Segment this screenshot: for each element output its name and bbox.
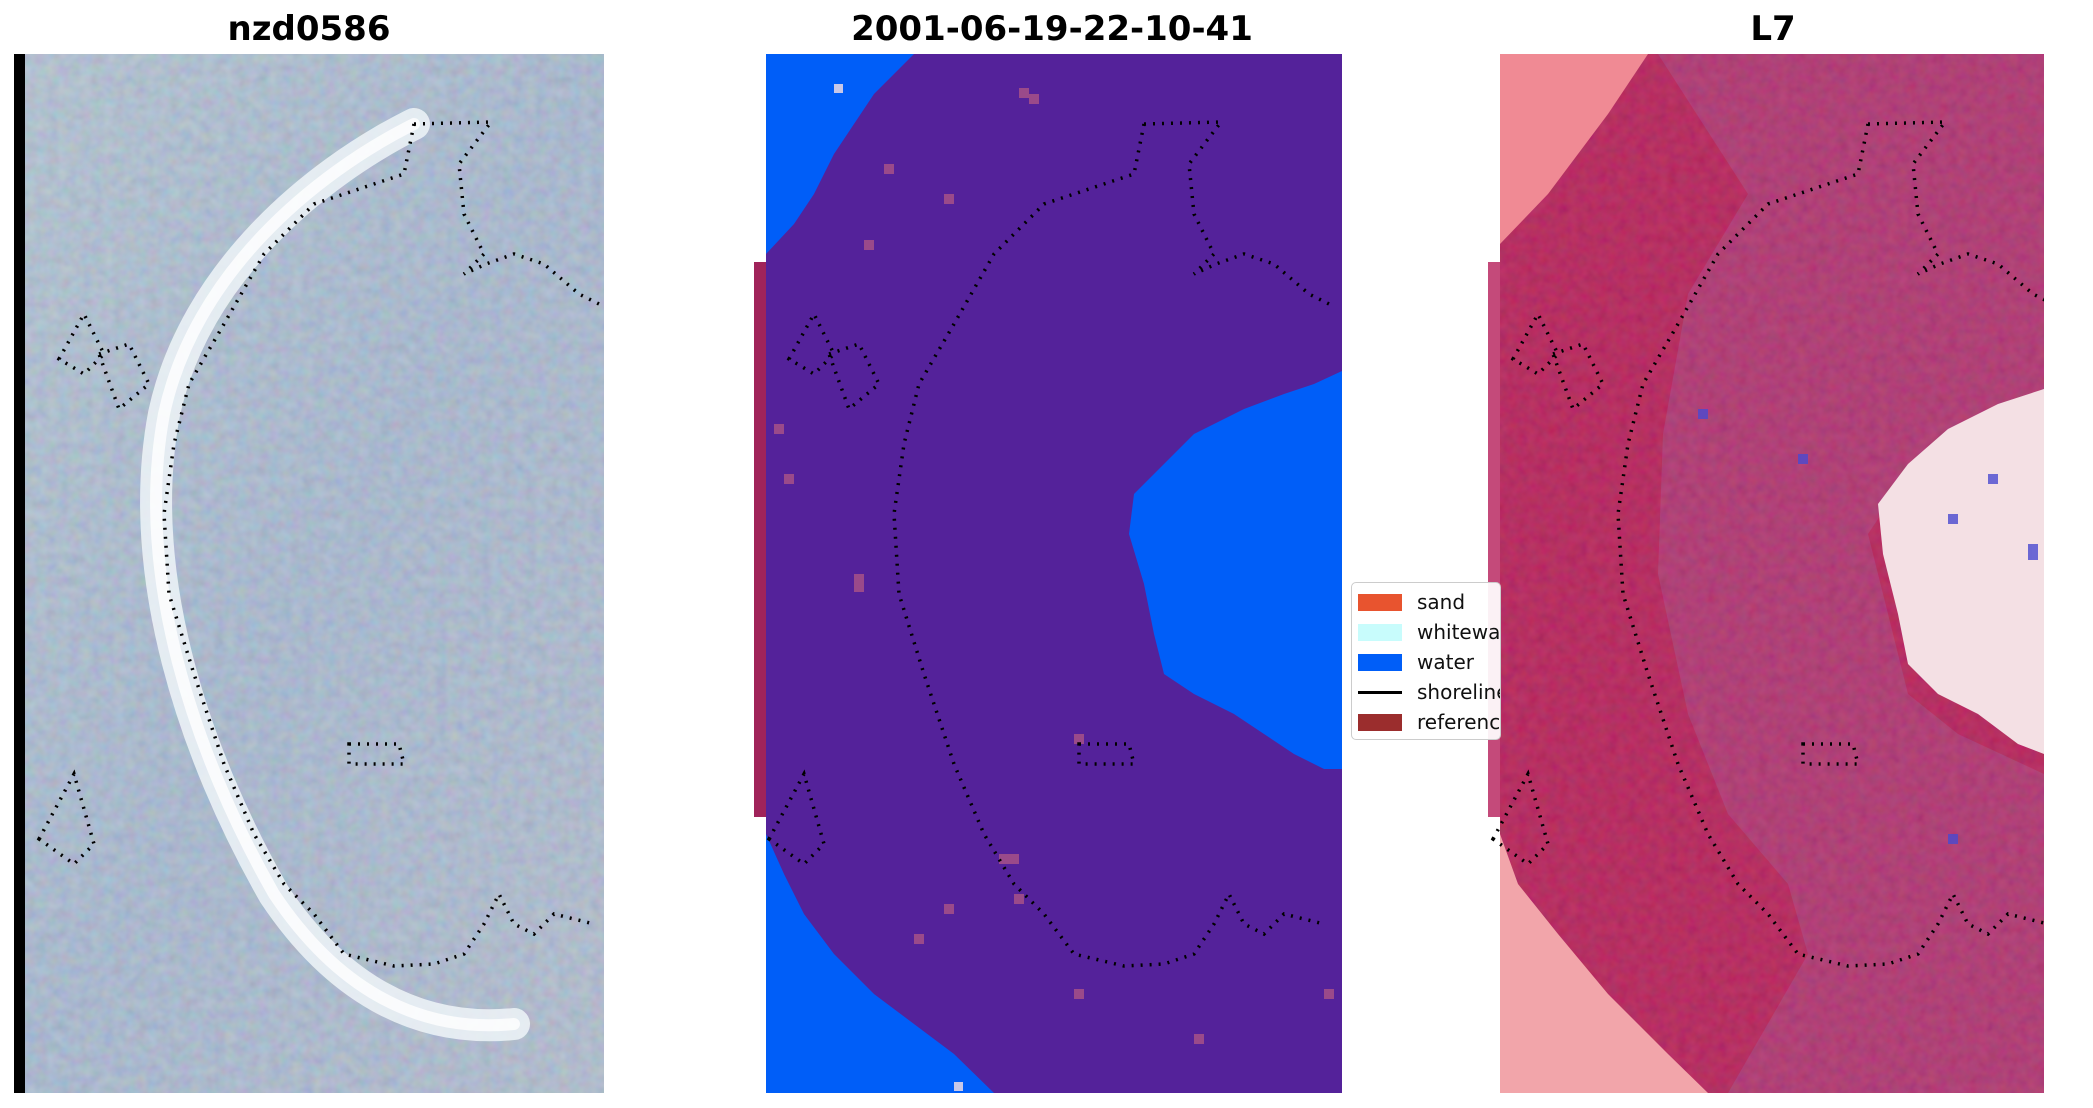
legend-swatch-sand <box>1358 593 1402 611</box>
water-region-bottom-left <box>766 834 994 1093</box>
legend-item-sand: sand <box>1352 590 1500 614</box>
legend-swatch-reference <box>1358 713 1402 731</box>
shoreline-overlay <box>162 120 600 968</box>
legend-label-water: water <box>1417 650 1474 674</box>
legend: sand whitewater water shoreline referenc… <box>1351 582 1501 740</box>
water-region-right <box>1129 371 1342 769</box>
index-panel <box>1488 54 2044 1093</box>
nodata-strip <box>14 54 25 1093</box>
legend-swatch-whitewater <box>1358 623 1402 641</box>
legend-item-reference: reference <box>1352 710 1501 734</box>
pale-region-right <box>1878 389 2044 754</box>
legend-label-sand: sand <box>1417 590 1466 614</box>
legend-label-reference: reference <box>1417 710 1501 734</box>
water-region-top-left <box>766 54 914 254</box>
index-map <box>1488 54 2044 1093</box>
legend-label-whitewater: whitewater <box>1417 620 1501 644</box>
pale-corner-top-left <box>1500 54 1648 244</box>
legend-label-shoreline: shoreline <box>1417 680 1501 704</box>
legend-line-shoreline <box>1358 690 1402 694</box>
rgb-image <box>14 54 604 1093</box>
legend-item-water: water <box>1352 650 1500 674</box>
legend-swatch-water <box>1358 653 1402 671</box>
panel-title-image: nzd0586 <box>227 9 391 49</box>
panel-title-date: 2001-06-19-22-10-41 <box>851 9 1253 49</box>
rgb-image-panel <box>14 54 604 1093</box>
classification-map <box>754 54 1342 1093</box>
reference-band <box>754 262 768 817</box>
legend-item-whitewater: whitewater <box>1352 620 1501 644</box>
pale-corner-bottom-left <box>1500 834 1708 1093</box>
misc-pixels <box>774 88 1334 1044</box>
legend-item-shoreline: shoreline <box>1352 680 1501 704</box>
classification-panel <box>754 54 1342 1093</box>
panel-title-satellite: L7 <box>1750 9 1796 49</box>
